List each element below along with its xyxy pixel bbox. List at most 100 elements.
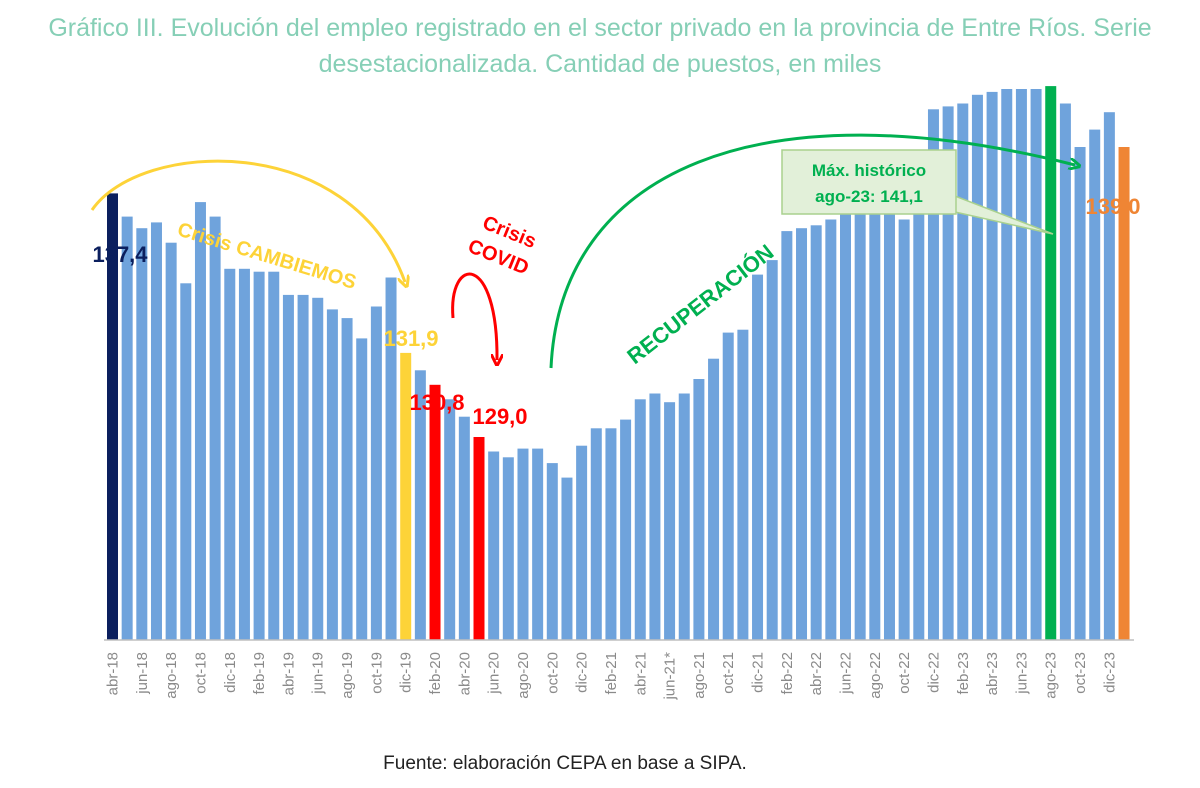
x-tick-oct-19: oct-19 bbox=[368, 652, 385, 694]
bar-ago-19 bbox=[341, 318, 353, 640]
bar-may-22 bbox=[825, 219, 837, 640]
x-tick-feb-19: feb-19 bbox=[251, 652, 268, 695]
bar-feb-23 bbox=[957, 103, 969, 640]
cambiemos-arrow bbox=[90, 159, 405, 282]
bar-jun-19 bbox=[312, 297, 324, 640]
bar-abr-23 bbox=[986, 91, 998, 640]
x-tick-feb-21: feb-21 bbox=[603, 652, 620, 695]
x-tick-abr-19: abr-19 bbox=[280, 652, 297, 695]
bar-abr-22 bbox=[810, 225, 822, 641]
bar-mar-22 bbox=[796, 228, 808, 640]
x-tick-jun-22: jun-22 bbox=[838, 652, 855, 695]
bar-oct-19 bbox=[370, 306, 382, 640]
bar-jun-18 bbox=[136, 228, 148, 640]
x-tick-labels: abr-18 jun-18 ago-18 oct-18 dic-18 feb-19 abr-… bbox=[105, 652, 1119, 701]
x-tick-jun-19: jun-19 bbox=[310, 652, 327, 695]
x-tick-ago-23: ago-23 bbox=[1043, 652, 1060, 699]
bar-ene-22 bbox=[766, 260, 778, 640]
bar-ago-22 bbox=[869, 205, 881, 640]
bar-jun-21* bbox=[664, 402, 676, 640]
x-tick-abr-18: abr-18 bbox=[105, 652, 122, 695]
bar-feb-19 bbox=[253, 271, 265, 640]
value-label-last: 139,0 bbox=[1085, 194, 1140, 219]
bar-oct-22 bbox=[898, 219, 910, 640]
bar-abr-20 bbox=[458, 416, 470, 640]
bar-nov-21 bbox=[737, 329, 749, 640]
bar-sep-18 bbox=[180, 283, 192, 640]
x-tick-jun-23: jun-23 bbox=[1013, 652, 1030, 695]
chart-source: Fuente: elaboración CEPA en base a SIPA. bbox=[383, 753, 747, 774]
bar-sep-19 bbox=[356, 338, 368, 640]
bar-may-19 bbox=[297, 294, 309, 640]
bars-group bbox=[107, 86, 1130, 641]
bar-sep-23 bbox=[1059, 103, 1071, 640]
bar-dic-21 bbox=[752, 274, 764, 640]
bar-feb-22 bbox=[781, 231, 793, 640]
bar-jul-22 bbox=[854, 193, 866, 640]
bar-nov-19 bbox=[385, 277, 397, 640]
x-tick-jun-18: jun-18 bbox=[134, 652, 151, 695]
value-label-feb20: 130,8 bbox=[409, 390, 464, 415]
bar-jul-20 bbox=[502, 457, 514, 640]
bar-jun-20 bbox=[488, 451, 500, 640]
covid-arrow bbox=[451, 272, 497, 360]
bar-ene-23 bbox=[942, 106, 954, 640]
bar-sep-21 bbox=[708, 358, 720, 640]
x-tick-dic-22: dic-22 bbox=[925, 652, 942, 693]
bar-ago-18 bbox=[165, 242, 177, 640]
bar-sep-20 bbox=[532, 448, 544, 640]
x-tick-feb-23: feb-23 bbox=[955, 652, 972, 695]
value-label-dic19: 131,9 bbox=[383, 326, 438, 351]
value-label-may20: 129,0 bbox=[472, 404, 527, 429]
x-tick-jun-21*: jun-21* bbox=[662, 652, 679, 701]
bar-feb-21 bbox=[605, 428, 617, 640]
bar-nov-18 bbox=[209, 216, 221, 640]
max-callout-box bbox=[781, 149, 957, 215]
x-tick-ago-22: ago-22 bbox=[867, 652, 884, 699]
bar-mar-19 bbox=[268, 271, 280, 640]
bar-abr-18 bbox=[107, 193, 118, 640]
recuperacion-arrow bbox=[549, 133, 1075, 369]
x-tick-dic-23: dic-23 bbox=[1101, 652, 1118, 693]
bar-may-20 bbox=[473, 437, 485, 640]
x-tick-feb-22: feb-22 bbox=[779, 652, 796, 695]
bar-nov-22 bbox=[913, 161, 925, 640]
x-tick-ago-21: ago-21 bbox=[691, 652, 708, 699]
bar-oct-23 bbox=[1074, 147, 1086, 640]
bar-ago-20 bbox=[517, 448, 529, 640]
x-tick-feb-20: feb-20 bbox=[427, 652, 444, 695]
bar-jul-19 bbox=[326, 309, 338, 640]
bar-abr-19 bbox=[282, 294, 294, 640]
chart-title: Gráfico III. Evolución del empleo regist… bbox=[48, 14, 1152, 78]
bar-oct-21 bbox=[722, 332, 734, 640]
bar-may-21 bbox=[649, 393, 661, 640]
bar-sep-22 bbox=[883, 193, 895, 640]
x-tick-oct-21: oct-21 bbox=[720, 652, 737, 694]
bar-ene-19 bbox=[238, 268, 250, 640]
bar-ene-24 bbox=[1118, 147, 1130, 640]
x-tick-oct-22: oct-22 bbox=[896, 652, 913, 694]
bar-may-18 bbox=[121, 216, 133, 640]
x-tick-dic-18: dic-18 bbox=[222, 652, 239, 693]
bar-ago-21 bbox=[693, 379, 705, 640]
x-tick-abr-21: abr-21 bbox=[632, 652, 649, 695]
bar-jun-22 bbox=[840, 205, 851, 640]
value-label-start: 137,4 bbox=[92, 242, 148, 267]
x-tick-ago-20: ago-20 bbox=[515, 652, 532, 699]
bar-jul-18 bbox=[150, 222, 162, 640]
bar-jul-21 bbox=[678, 393, 690, 640]
max-callout-line2: ago-23: 141,1 bbox=[815, 187, 923, 206]
bar-nov-23 bbox=[1089, 129, 1101, 640]
x-tick-abr-22: abr-22 bbox=[808, 652, 825, 695]
bar-dic-20 bbox=[576, 445, 588, 640]
bar-may-23 bbox=[1001, 89, 1013, 640]
bar-dic-22 bbox=[927, 109, 939, 641]
bar-feb-20 bbox=[429, 384, 441, 640]
bar-oct-20 bbox=[546, 463, 558, 640]
bar-dic-19 bbox=[400, 352, 412, 640]
bar-oct-18 bbox=[194, 202, 206, 640]
x-tick-abr-20: abr-20 bbox=[456, 652, 473, 695]
x-tick-ago-19: ago-19 bbox=[339, 652, 356, 699]
bar-jun-23 bbox=[1015, 89, 1027, 640]
